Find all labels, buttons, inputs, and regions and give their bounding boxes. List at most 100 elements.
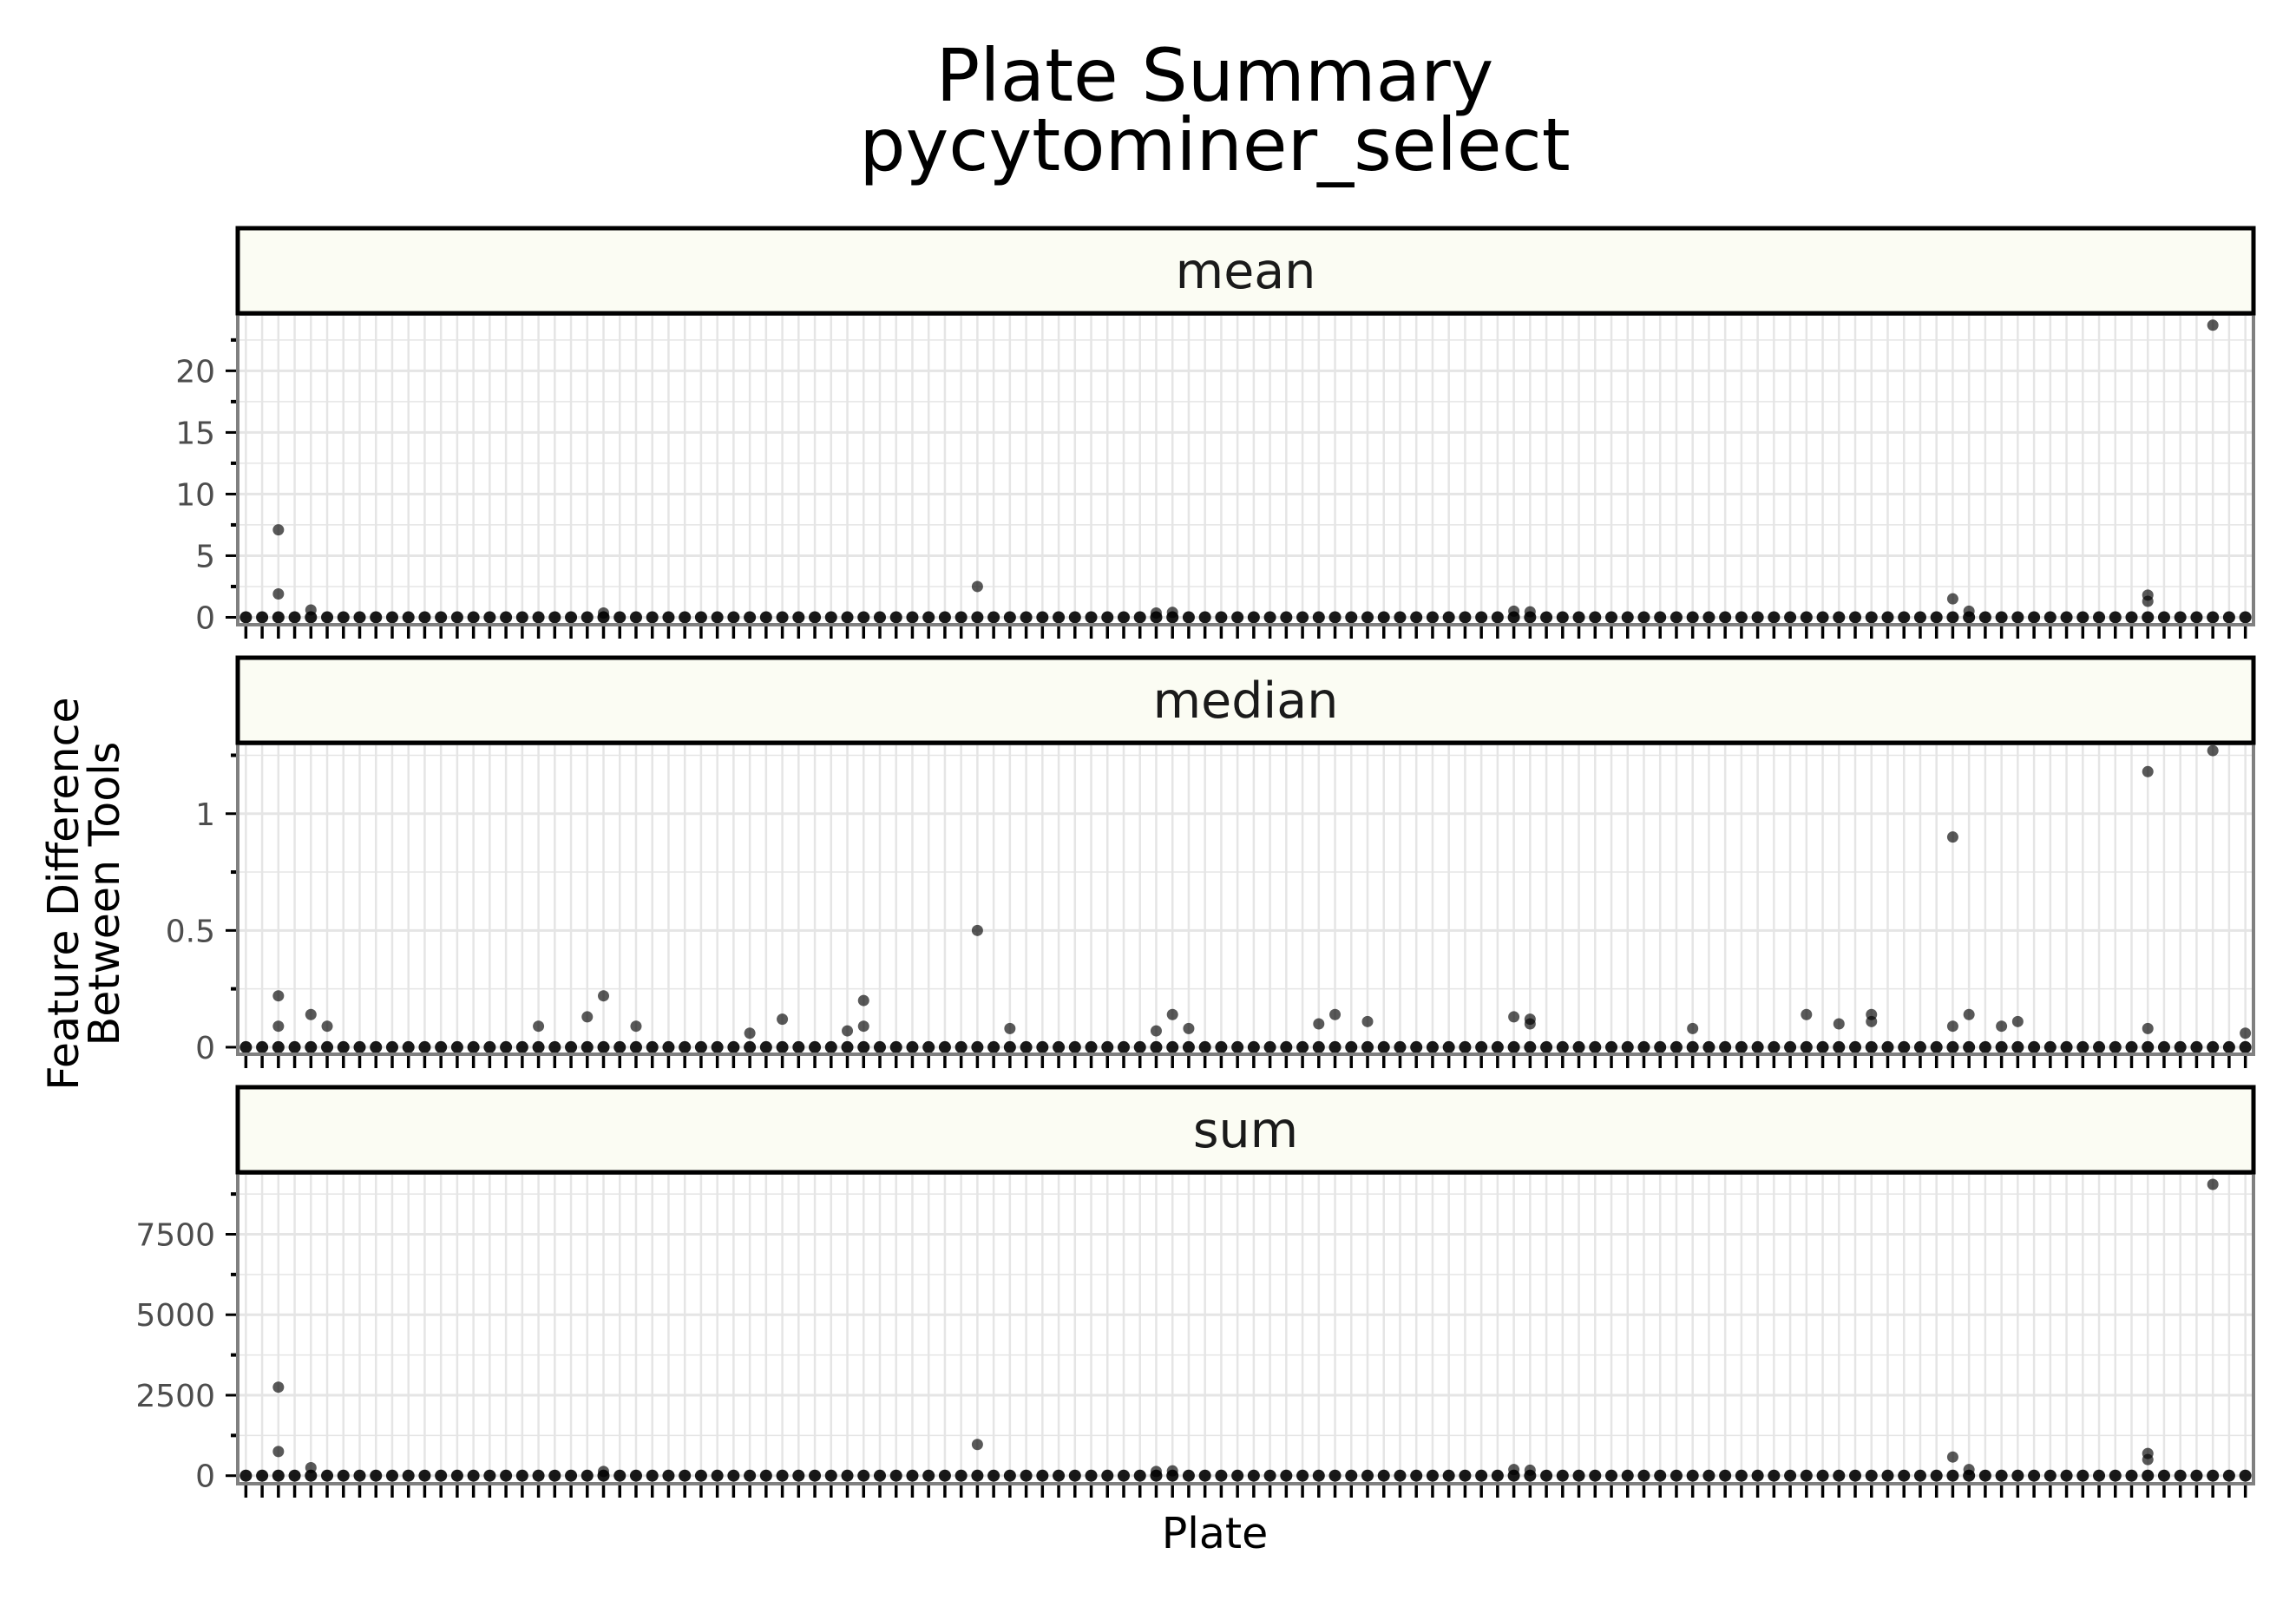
data-point-baseline [613, 611, 626, 624]
data-point-baseline [239, 611, 253, 624]
data-point-baseline [402, 611, 415, 624]
data-point-baseline [1768, 611, 1781, 624]
y-axis-label-line-1: Feature Difference [39, 697, 89, 1090]
data-point-baseline [679, 1469, 692, 1482]
y-tick-label: 10 [175, 477, 215, 513]
data-point [1524, 1018, 1536, 1030]
data-point-baseline [759, 1040, 772, 1053]
data-point-baseline [1524, 1040, 1537, 1053]
data-point-baseline [256, 1040, 269, 1053]
data-point-baseline [2028, 611, 2041, 624]
data-point-baseline [679, 1040, 692, 1053]
y-tick-label: 0 [195, 1031, 215, 1066]
data-point-baseline [1491, 1040, 1504, 1053]
data-point-baseline [500, 611, 513, 624]
chart-subtitle: pycytominer_select [859, 102, 1570, 187]
data-point-baseline [418, 611, 431, 624]
data-point-baseline [906, 1040, 919, 1053]
data-point [272, 1020, 285, 1033]
data-point-baseline [1719, 1469, 1732, 1482]
data-point-baseline [1020, 1040, 1033, 1053]
data-point [1524, 606, 1536, 618]
data-point-baseline [889, 1040, 902, 1053]
data-point-baseline [385, 1469, 398, 1482]
data-point-baseline [1913, 1469, 1926, 1482]
data-point-baseline [1231, 611, 1244, 624]
data-point [1361, 1015, 1374, 1027]
data-point-baseline [239, 1040, 253, 1053]
data-point-baseline [2142, 1469, 2155, 1482]
data-point-baseline [2109, 611, 2122, 624]
data-point-baseline [1003, 611, 1016, 624]
data-point-baseline [1166, 1040, 1179, 1053]
data-point [2207, 744, 2219, 757]
data-point-baseline [1833, 611, 1846, 624]
data-point [1946, 831, 1958, 843]
data-point-baseline [1898, 1040, 1911, 1053]
data-point-baseline [938, 1469, 951, 1482]
data-point [842, 1025, 854, 1037]
data-point-baseline [1702, 611, 1715, 624]
data-point-baseline [1913, 611, 1926, 624]
data-point-baseline [2125, 1040, 2138, 1053]
data-point-baseline [1881, 1040, 1894, 1053]
x-axis-label: Plate [1162, 1509, 1269, 1558]
data-point-baseline [2109, 1469, 2122, 1482]
data-point [2142, 595, 2154, 607]
data-point [1524, 1464, 1536, 1476]
data-point [630, 1020, 642, 1033]
data-point-baseline [581, 1469, 594, 1482]
data-point-baseline [1589, 1040, 1602, 1053]
y-tick-label: 1 [195, 797, 215, 833]
data-point-baseline [1345, 1040, 1358, 1053]
data-point-baseline [857, 1040, 870, 1053]
data-point-baseline [646, 1469, 659, 1482]
facet-strip [235, 226, 2256, 316]
data-point-baseline [1995, 1040, 2008, 1053]
data-point-baseline [1784, 1040, 1797, 1053]
y-tick-label: 5000 [135, 1298, 215, 1334]
data-point-baseline [954, 1469, 968, 1482]
data-point-baseline [1345, 1469, 1358, 1482]
data-point-baseline [2060, 1469, 2073, 1482]
data-point-baseline [581, 1040, 594, 1053]
data-point-baseline [1833, 1469, 1846, 1482]
data-point-baseline [1751, 1469, 1764, 1482]
data-point [1963, 1464, 1975, 1476]
data-point-baseline [450, 611, 463, 624]
data-point-baseline [1036, 1469, 1049, 1482]
data-point-baseline [1751, 611, 1764, 624]
data-point-baseline [987, 611, 1000, 624]
data-point-baseline [2239, 1469, 2252, 1482]
data-point [971, 924, 983, 936]
data-point-baseline [1068, 1040, 1081, 1053]
data-point-baseline [1410, 611, 1423, 624]
data-point-baseline [1930, 1469, 1943, 1482]
data-point-baseline [515, 1040, 528, 1053]
data-point-baseline [1231, 1040, 1244, 1053]
data-point-baseline [1865, 1040, 1878, 1053]
data-point-baseline [500, 1469, 513, 1482]
data-point [2207, 319, 2219, 331]
data-point [272, 587, 285, 600]
data-point-baseline [1816, 1469, 1829, 1482]
data-point-baseline [1686, 1469, 1699, 1482]
data-point-baseline [809, 1469, 822, 1482]
data-point-baseline [1589, 611, 1602, 624]
data-point-baseline [971, 1469, 984, 1482]
data-point-baseline [2222, 611, 2235, 624]
data-point-baseline [515, 611, 528, 624]
data-point [321, 1020, 333, 1033]
data-point-baseline [1572, 1040, 1585, 1053]
data-point-baseline [1475, 1469, 1488, 1482]
data-point [305, 1461, 317, 1473]
data-point-baseline [1637, 1469, 1650, 1482]
data-point-baseline [2239, 611, 2252, 624]
data-point-baseline [1849, 611, 1862, 624]
facet-strip [235, 655, 2256, 745]
data-point [1946, 1451, 1958, 1463]
data-point-baseline [1263, 1469, 1276, 1482]
data-point-baseline [776, 1040, 789, 1053]
data-point-baseline [2207, 1040, 2220, 1053]
y-tick-label: 0.5 [166, 914, 215, 949]
